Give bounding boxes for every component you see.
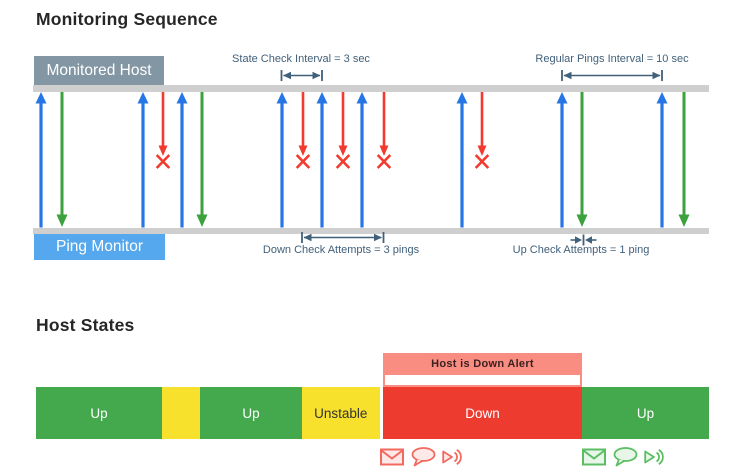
annotation-regular-pings-interval: Regular Pings Interval = 10 sec xyxy=(535,53,689,65)
email-icon xyxy=(380,448,404,466)
host-down-alert-bracket xyxy=(383,375,582,387)
state-segment-up: Up xyxy=(36,387,162,439)
annotation-state-check-interval: State Check Interval = 3 sec xyxy=(232,53,370,65)
host-down-alert-label: Host is Down Alert xyxy=(383,353,582,375)
monitored-host-timeline-bar xyxy=(33,85,709,92)
chat-icon xyxy=(613,447,638,467)
email-icon xyxy=(582,448,606,466)
state-segment-unstable: Unstable xyxy=(302,387,380,439)
state-segment-label: Up xyxy=(90,405,108,421)
state-segment-up: Up xyxy=(200,387,302,439)
annotation-up-check-attempts: Up Check Attempts = 1 ping xyxy=(512,244,650,256)
state-segment-label: Unstable xyxy=(314,405,368,421)
state-segment-label: Up xyxy=(636,405,655,421)
state-segment-label: Down xyxy=(465,405,500,421)
monitoring-sequence-title: Monitoring Sequence xyxy=(36,9,218,29)
sound-icon xyxy=(644,449,664,465)
ping-monitor-label: Ping Monitor xyxy=(34,234,165,260)
host-states-title: Host States xyxy=(36,315,135,335)
ping-monitor-timeline-bar xyxy=(33,227,709,234)
host-down-alert-flag: Host is Down Alert xyxy=(383,353,582,387)
up-alert-icons xyxy=(582,447,666,467)
annotation-down-check-attempts: Down Check Attempts = 3 pings xyxy=(262,244,420,256)
state-segment-label: Up xyxy=(242,405,260,421)
host-states-bar: Up Up Unstable Down Up xyxy=(0,387,744,439)
chat-icon xyxy=(411,447,436,467)
state-segment xyxy=(162,387,200,439)
state-segment-down: Down xyxy=(383,387,582,439)
state-segment-up: Up xyxy=(582,387,709,439)
sound-icon xyxy=(442,449,462,465)
down-alert-icons xyxy=(380,447,464,467)
monitored-host-label: Monitored Host xyxy=(34,56,164,85)
